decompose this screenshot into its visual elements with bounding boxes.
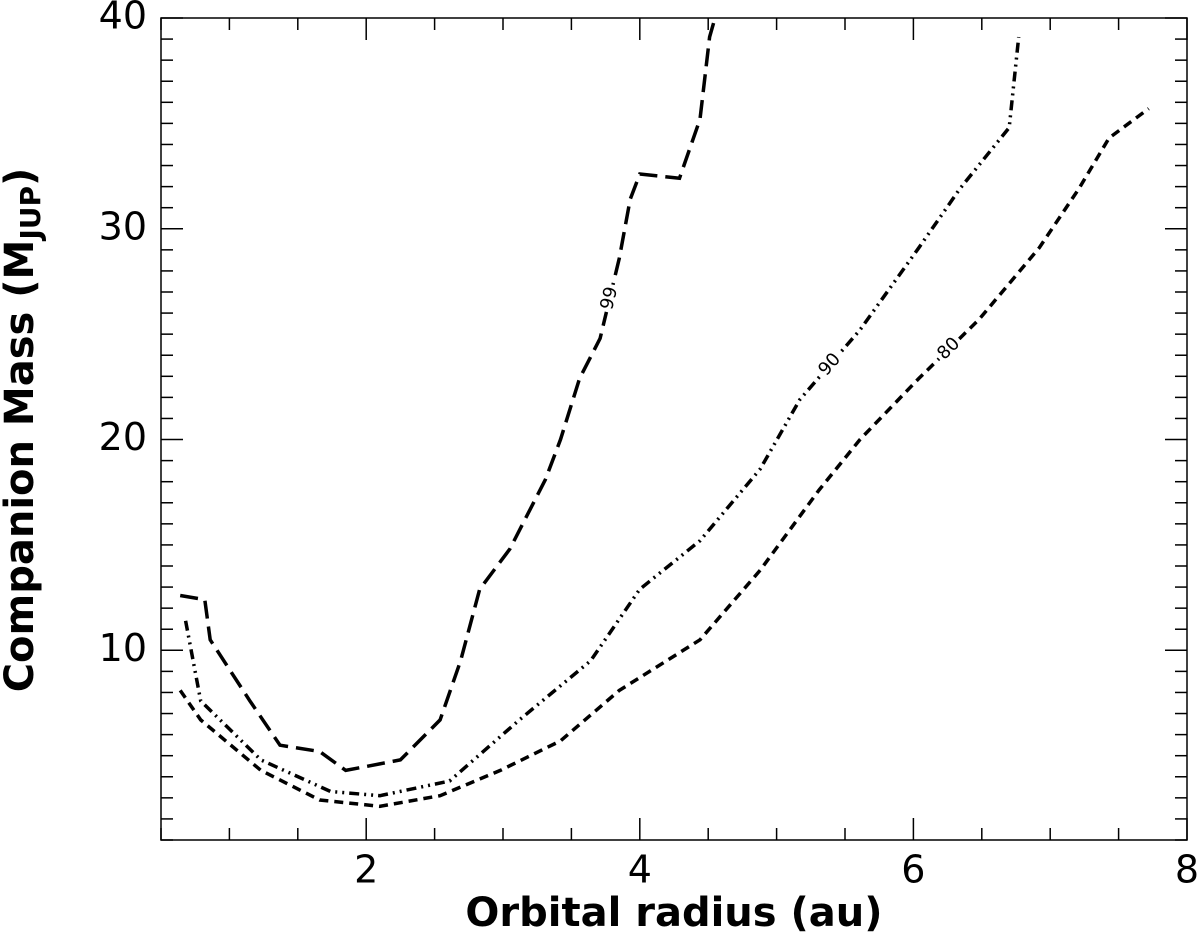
x-tick-label: 6 [901, 848, 925, 892]
contour-label-bg [813, 347, 847, 382]
y-tick-label: 30 [99, 204, 147, 248]
plot-frame [160, 17, 1188, 841]
y-tick-label: 20 [99, 415, 147, 459]
contour-label-bg [931, 331, 966, 366]
x-tick-label: 8 [1175, 848, 1199, 892]
y-axis-label: Companion Mass (MJUP) [0, 168, 47, 693]
contour-line [179, 17, 717, 773]
y-tick-label: 10 [99, 626, 147, 670]
y-label-sub: JUP [14, 186, 47, 242]
y-tick-label: 40 [99, 0, 147, 38]
contour-label-bg [596, 282, 623, 315]
x-tick-label: 4 [628, 848, 652, 892]
contour-label-group: 99 [596, 282, 623, 315]
contour-line [183, 36, 1021, 798]
contour-label: 90 [814, 349, 845, 380]
x-tick-label: 2 [354, 848, 378, 892]
contour-line [178, 107, 1150, 809]
contour-label: 99 [596, 285, 622, 312]
x-axis-label: Orbital radius (au) [465, 890, 882, 936]
y-label-end: ) [0, 168, 43, 186]
y-label-main: Companion Mass (M [0, 240, 43, 693]
